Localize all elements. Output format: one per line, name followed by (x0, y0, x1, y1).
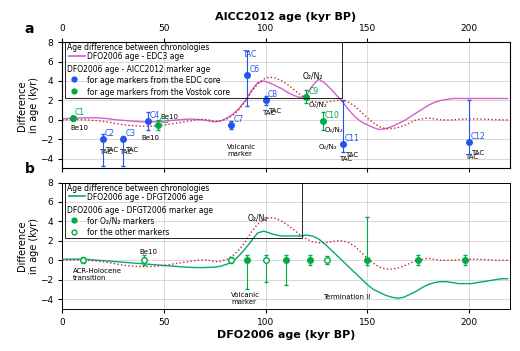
Text: DFO2006 age - DFGT2006 age: DFO2006 age - DFGT2006 age (87, 193, 203, 201)
Text: Age difference between chronologies: Age difference between chronologies (67, 44, 209, 52)
Text: C7: C7 (233, 115, 243, 124)
Text: DFO2006 age - AICC2012 marker age: DFO2006 age - AICC2012 marker age (67, 66, 210, 74)
Text: C3: C3 (125, 130, 136, 138)
Y-axis label: Difference
in age (kyr): Difference in age (kyr) (17, 77, 39, 133)
Text: Termination II: Termination II (322, 294, 370, 300)
Text: C2: C2 (105, 130, 115, 138)
Text: for O₂/N₂ markers: for O₂/N₂ markers (87, 216, 154, 225)
Text: TAC: TAC (119, 149, 133, 155)
Text: O₂/N₂: O₂/N₂ (324, 127, 343, 133)
Text: b: b (24, 162, 34, 176)
Text: Be10: Be10 (140, 250, 158, 256)
Text: Volcanic
marker: Volcanic marker (231, 292, 260, 305)
Text: C4: C4 (150, 111, 160, 120)
Text: TAC: TAC (339, 156, 352, 162)
Text: for the other markers: for the other markers (87, 228, 170, 237)
Text: Be10: Be10 (141, 135, 160, 141)
Text: ACR-Holocene
transition: ACR-Holocene transition (73, 268, 122, 281)
Text: DFO2006 age - DFGT2006 marker age: DFO2006 age - DFGT2006 marker age (67, 206, 213, 215)
Text: a: a (24, 22, 34, 36)
Text: TAC: TAC (471, 150, 484, 156)
Text: C5: C5 (160, 116, 170, 125)
Bar (64, 42, 342, 98)
Text: C12: C12 (471, 132, 486, 141)
Text: C9: C9 (308, 87, 318, 95)
Text: C10: C10 (324, 111, 340, 120)
Text: C1: C1 (74, 108, 85, 118)
Text: Age difference between chronologies: Age difference between chronologies (67, 184, 209, 193)
Text: O₂/N₂: O₂/N₂ (302, 71, 323, 80)
Text: Volcanic
marker: Volcanic marker (227, 144, 256, 157)
Text: for age markers from the Vostok core: for age markers from the Vostok core (87, 88, 230, 97)
X-axis label: AICC2012 age (kyr BP): AICC2012 age (kyr BP) (215, 12, 357, 22)
Text: TAC: TAC (99, 149, 112, 155)
Text: O₂/N₂: O₂/N₂ (248, 214, 268, 223)
X-axis label: DFO2006 age (kyr BP): DFO2006 age (kyr BP) (217, 330, 355, 340)
Text: TAC: TAC (268, 108, 281, 114)
Text: C11: C11 (345, 134, 360, 143)
Text: C6: C6 (250, 65, 259, 74)
Text: DFO2006 age - EDC3 age: DFO2006 age - EDC3 age (87, 52, 184, 61)
Text: TAC: TAC (262, 110, 275, 116)
Text: for age markers from the EDC core: for age markers from the EDC core (87, 75, 220, 85)
Text: TAC: TAC (465, 154, 478, 160)
Text: TAC: TAC (105, 147, 118, 153)
Y-axis label: Difference
in age (kyr): Difference in age (kyr) (17, 218, 39, 274)
Text: TAC: TAC (243, 50, 258, 59)
Text: C8: C8 (268, 91, 278, 99)
Text: Be10: Be10 (160, 114, 178, 120)
Text: O₂/N₂: O₂/N₂ (308, 102, 327, 108)
Bar (64, 183, 302, 238)
Text: TAC: TAC (345, 152, 358, 158)
Text: Be10: Be10 (71, 125, 88, 131)
Text: TAC: TAC (125, 147, 138, 153)
Text: O₂/N₂: O₂/N₂ (319, 144, 337, 150)
